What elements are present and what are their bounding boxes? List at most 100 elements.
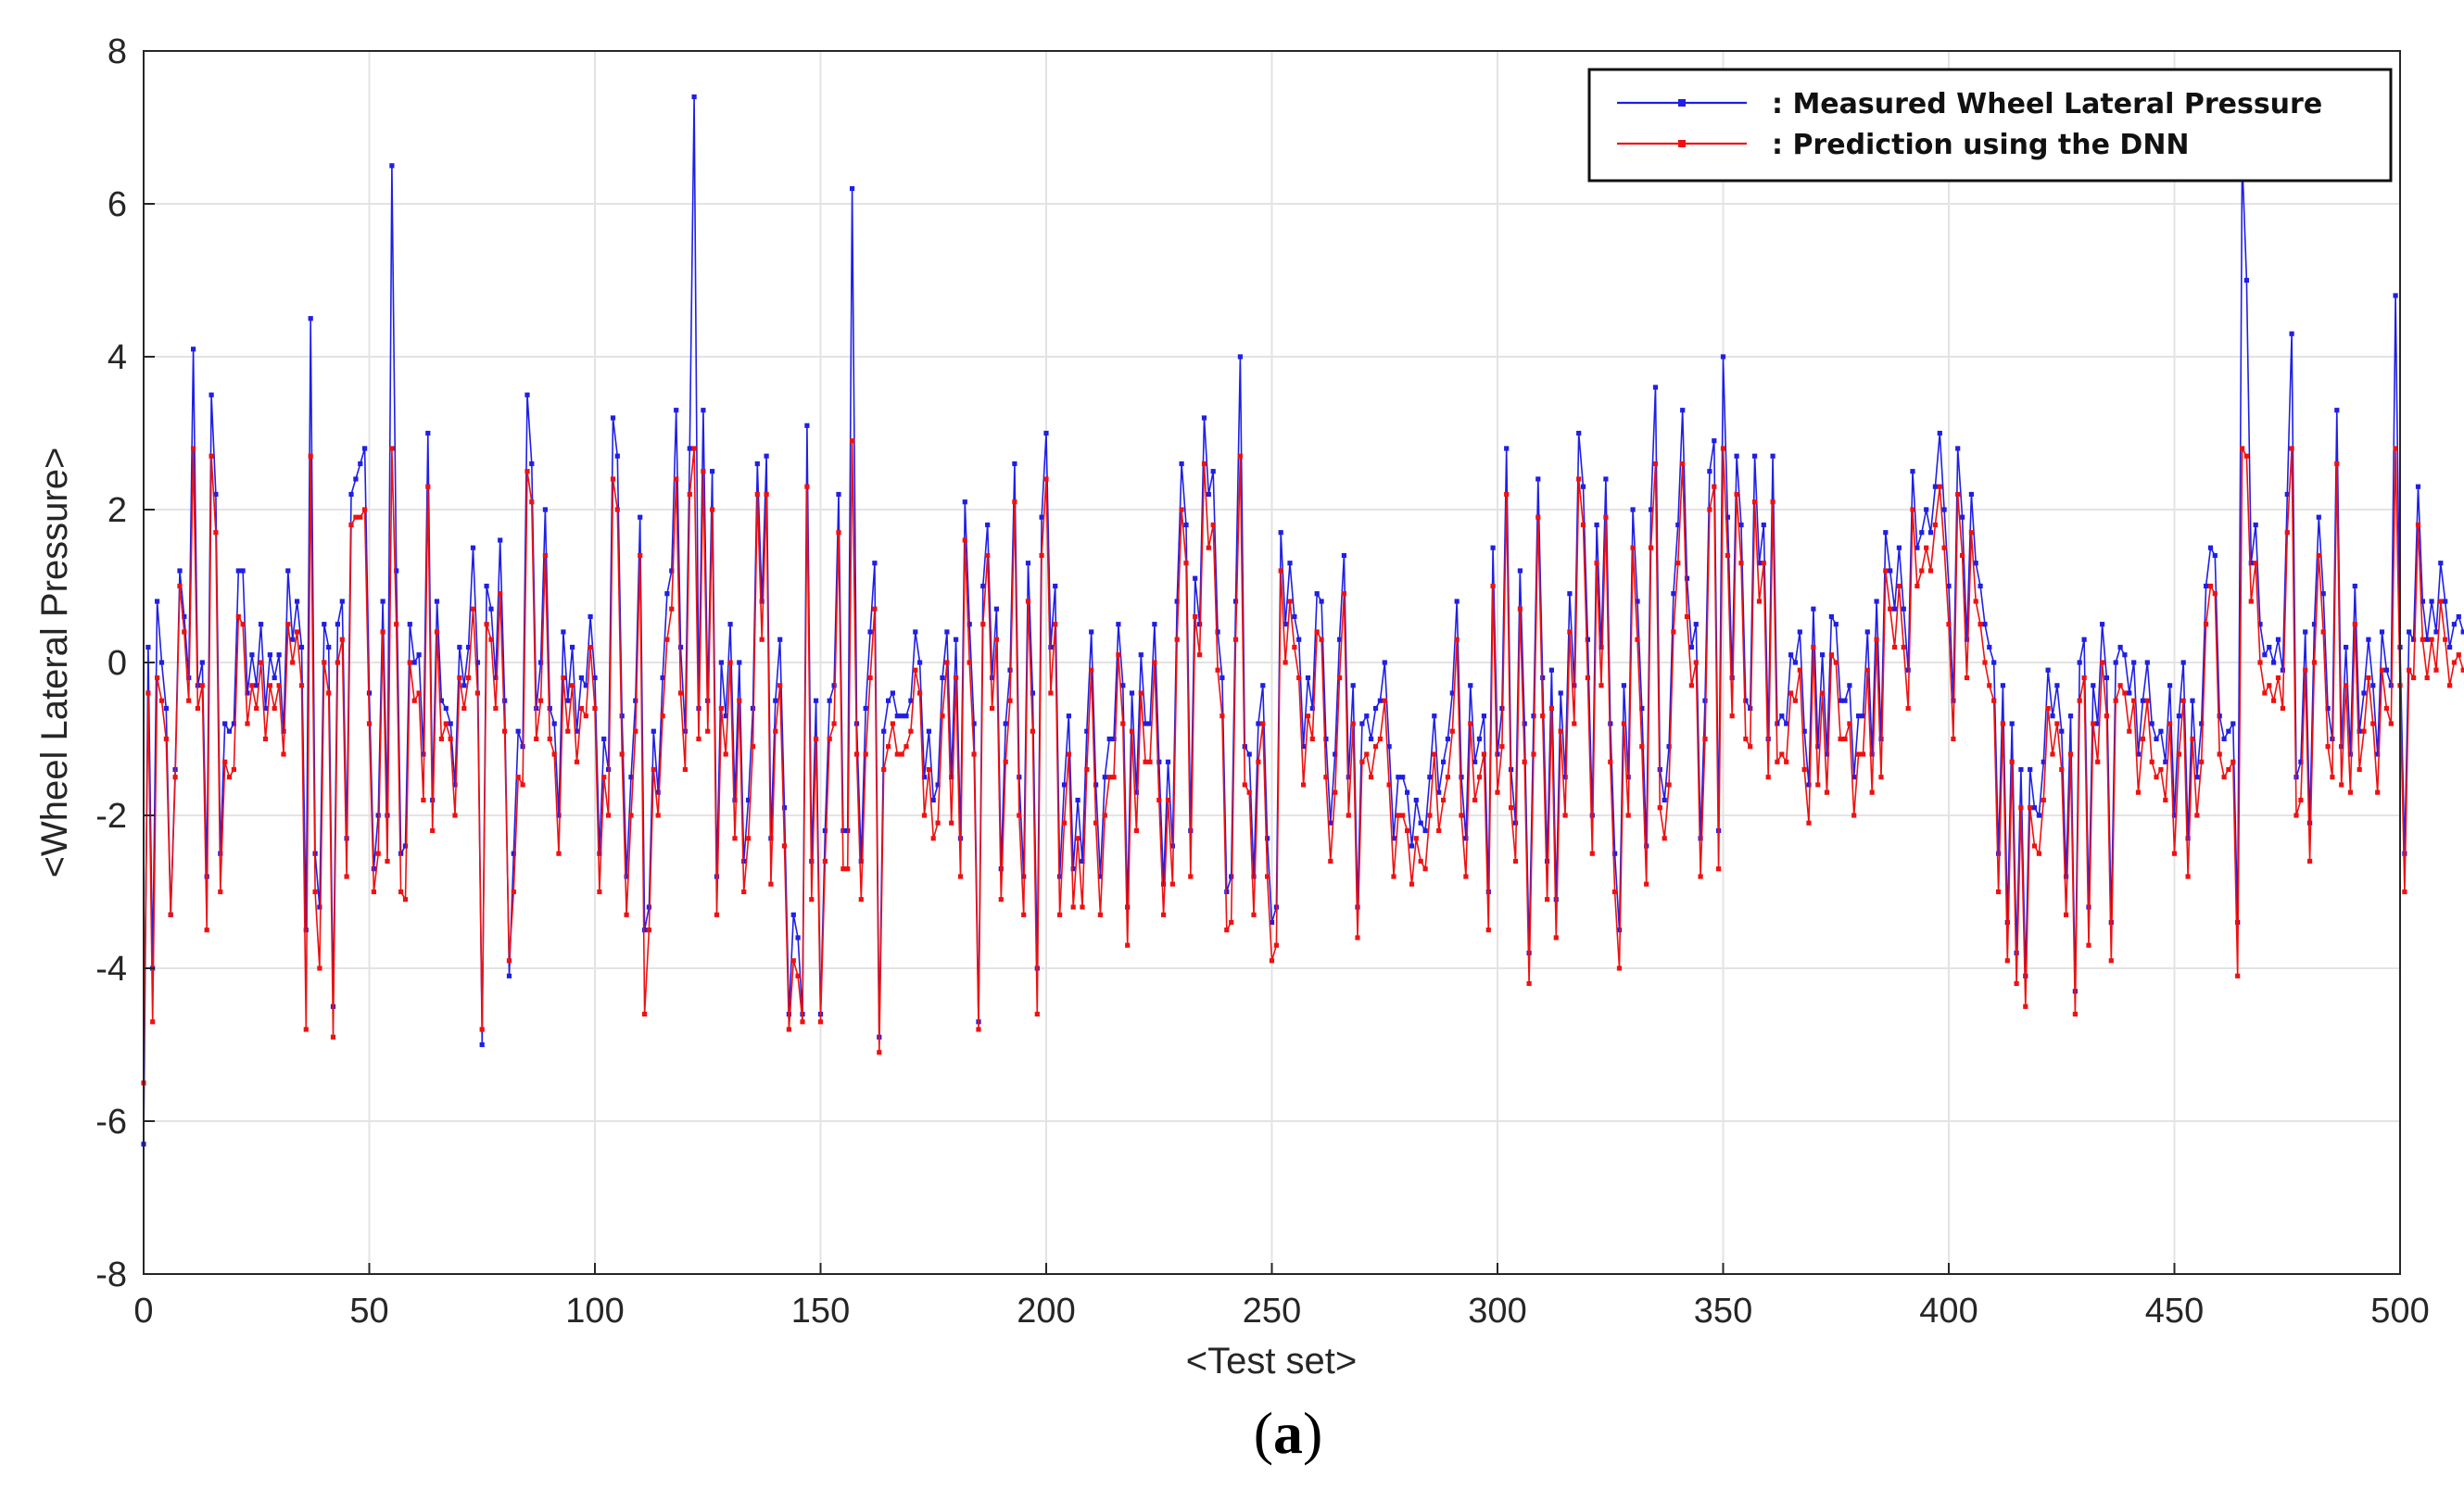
data-point-measured [2041, 759, 2046, 764]
data-point-measured [990, 675, 995, 681]
x-tick-label: 200 [1017, 1292, 1075, 1331]
data-point-measured [1179, 461, 1184, 467]
data-point-measured [1779, 713, 1785, 719]
data-point-prediction [1504, 491, 1510, 498]
data-point-prediction [1143, 759, 1148, 764]
data-point-measured [2217, 713, 2222, 719]
data-point-prediction [551, 751, 557, 757]
data-point-measured [886, 698, 891, 703]
data-point-measured [1237, 354, 1243, 360]
data-point-measured [1156, 759, 1162, 764]
data-point-prediction [362, 507, 368, 512]
data-point-measured [308, 316, 313, 322]
data-point-measured [2204, 583, 2209, 589]
data-point-prediction [1738, 561, 1744, 566]
data-point-prediction [2041, 797, 2046, 803]
data-point-prediction [2284, 530, 2290, 536]
data-point-measured [2171, 813, 2178, 818]
data-point-measured [2158, 728, 2164, 734]
data-point-measured [2031, 805, 2038, 811]
data-point-measured [597, 851, 602, 856]
data-point-prediction [1761, 561, 1766, 566]
data-point-prediction [1296, 675, 1302, 681]
data-point-prediction [1012, 499, 1017, 505]
data-point-prediction [529, 499, 535, 505]
data-point-prediction [1039, 552, 1044, 559]
data-point-measured [515, 728, 521, 734]
data-point-prediction [2009, 759, 2015, 764]
data-point-prediction [1179, 507, 1184, 512]
data-point-measured [565, 698, 571, 703]
data-point-measured [1246, 751, 1252, 757]
data-point-measured [1684, 575, 1690, 581]
data-point-measured [2289, 331, 2294, 336]
data-point-prediction [1924, 545, 1929, 550]
data-point-measured [1738, 522, 1744, 528]
data-point-measured [416, 652, 422, 658]
data-point-prediction [638, 552, 643, 559]
data-point-prediction [1743, 736, 1749, 742]
data-point-prediction [1608, 759, 1613, 764]
data-point-measured [903, 713, 909, 719]
data-point-prediction [1003, 759, 1008, 764]
data-point-prediction [574, 759, 580, 764]
data-point-prediction [691, 446, 697, 451]
data-point-prediction [597, 889, 602, 895]
data-point-prediction [191, 446, 196, 451]
data-point-prediction [687, 491, 692, 498]
data-point-prediction [1382, 698, 1387, 703]
data-point-prediction [570, 683, 575, 688]
data-point-prediction [2054, 721, 2060, 726]
data-point-measured [1671, 591, 1676, 597]
data-point-measured [1386, 744, 1392, 750]
data-point-measured [267, 652, 272, 658]
data-point-prediction [2086, 942, 2091, 948]
data-point-prediction [1084, 766, 1090, 773]
data-point-measured [1097, 874, 1103, 879]
data-point-prediction [710, 507, 715, 512]
data-point-measured [254, 683, 259, 688]
data-point-measured [1495, 751, 1500, 757]
data-point-prediction [168, 912, 173, 917]
data-point-measured [1941, 507, 1947, 512]
data-point-measured [2407, 629, 2412, 635]
data-point-measured [1106, 736, 1112, 742]
data-point-measured [1030, 690, 1035, 696]
data-point-prediction [1369, 775, 1374, 780]
data-point-prediction [2176, 751, 2181, 757]
data-point-measured [962, 499, 967, 505]
data-point-measured [389, 163, 395, 169]
data-point-prediction [1093, 820, 1099, 826]
data-point-prediction [867, 675, 873, 681]
data-point-measured [926, 728, 931, 734]
data-point-measured [1472, 759, 1478, 764]
data-point-measured [1441, 759, 1447, 764]
data-point-prediction [172, 775, 178, 780]
data-point-prediction [800, 1019, 805, 1025]
data-point-measured [226, 728, 233, 734]
data-point-measured [781, 805, 788, 811]
data-point-prediction [1485, 927, 1491, 933]
data-point-prediction [2018, 805, 2024, 811]
data-point-prediction [831, 721, 837, 726]
data-point-prediction [836, 530, 841, 536]
data-point-prediction [1422, 866, 1428, 872]
data-point-measured [1729, 675, 1735, 681]
data-point-measured [2163, 759, 2168, 764]
data-point-prediction [1693, 660, 1699, 665]
data-point-measured [1102, 775, 1107, 780]
data-point-prediction [2262, 690, 2268, 696]
data-point-measured [2095, 721, 2101, 726]
data-point-prediction [448, 736, 453, 742]
data-point-measured [993, 606, 999, 612]
data-point-prediction [2050, 751, 2055, 757]
data-point-prediction [1874, 637, 1879, 642]
data-point-measured [506, 973, 512, 978]
data-point-measured [691, 94, 697, 100]
data-point-measured [881, 728, 887, 734]
data-point-prediction [520, 782, 525, 788]
data-point-measured [1201, 415, 1207, 421]
data-point-prediction [601, 775, 607, 780]
data-point-prediction [335, 660, 340, 665]
data-point-prediction [1269, 958, 1275, 964]
